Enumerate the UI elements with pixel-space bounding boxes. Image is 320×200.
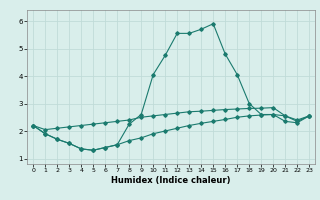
X-axis label: Humidex (Indice chaleur): Humidex (Indice chaleur) [111,176,231,185]
